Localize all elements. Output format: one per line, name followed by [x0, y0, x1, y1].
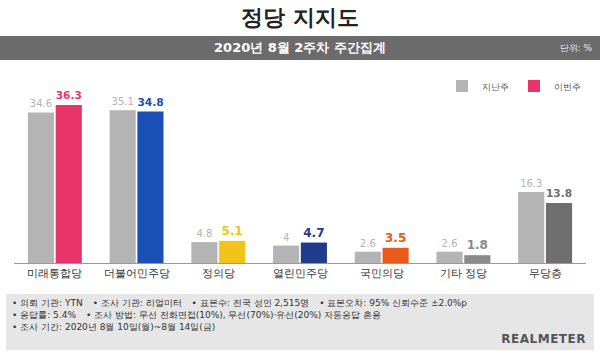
svg-text:이번주: 이번주: [554, 82, 581, 92]
svg-text:정의당: 정의당: [202, 267, 235, 280]
html-text:2020년 8월 2주차 주간집계: 2020년 8월 2주차 주간집계: [214, 40, 386, 55]
html-text:단위: %: 단위: %: [559, 43, 592, 53]
svg-text:2.6: 2.6: [442, 238, 458, 249]
svg-text:36.3: 36.3: [56, 89, 82, 101]
svg-text:35.1: 35.1: [112, 96, 134, 107]
svg-text:미래통합당: 미래통합당: [27, 267, 82, 280]
svg-text:34.8: 34.8: [137, 96, 163, 108]
svg-text:1.8: 1.8: [467, 238, 488, 252]
html-text:• 응답률: 5.4%: • 응답률: 5.4%: [12, 310, 76, 320]
html-text:• 조사 방법: 무선 전화면접(10%), 무선(70%): • 조사 방법: 무선 전화면접(10%), 무선(70%)·유선(20%) 자…: [85, 310, 382, 320]
svg-text:더불어민주당: 더불어민주당: [104, 267, 170, 280]
html-text:정당 지지도: 정당 지지도: [241, 5, 359, 30]
svg-text:2.6: 2.6: [360, 238, 376, 249]
svg-text:13.8: 13.8: [546, 187, 572, 199]
svg-text:기타 정당: 기타 정당: [440, 267, 488, 280]
html-text:• 표본오차: 95% 신뢰수준 ±2.0%p: • 표본오차: 95% 신뢰수준 ±2.0%p: [319, 298, 468, 308]
svg-text:4.8: 4.8: [196, 228, 212, 239]
svg-text:지난주: 지난주: [482, 82, 509, 92]
html-text:• 조사 기관: 리얼미터: • 조사 기관: 리얼미터: [92, 298, 182, 308]
svg-text:3.5: 3.5: [385, 231, 406, 245]
svg-text:무당층: 무당층: [529, 267, 562, 280]
svg-text:4.7: 4.7: [303, 226, 324, 240]
svg-text:16.3: 16.3: [520, 178, 542, 189]
svg-text:34.6: 34.6: [30, 98, 52, 109]
svg-text:4: 4: [283, 232, 289, 243]
svg-text:열린민주당: 열린민주당: [273, 267, 328, 280]
html-text:REALMETER: REALMETER: [501, 332, 586, 346]
svg-text:국민의당: 국민의당: [360, 267, 404, 280]
html-text:• 표본수: 전국 성인 2,515명: • 표본수: 전국 성인 2,515명: [191, 298, 310, 308]
html-text:• 의뢰 기관: YTN: • 의뢰 기관: YTN: [12, 298, 83, 308]
html-text:• 조사 기간: 2020년 8월 10일(월)~8월 14: • 조사 기간: 2020년 8월 10일(월)~8월 14일(금): [12, 322, 216, 332]
svg-text:5.1: 5.1: [222, 224, 243, 238]
